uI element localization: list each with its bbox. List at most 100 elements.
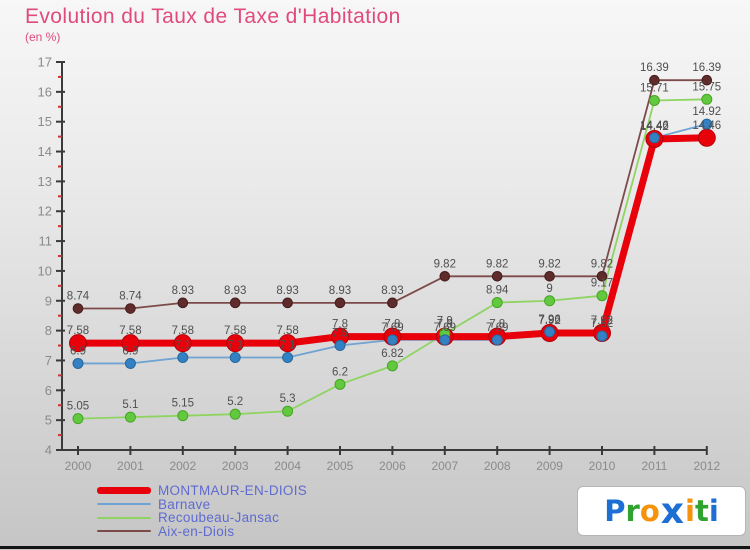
data-label-recoubeau-jansac-2009: 9 [546,283,552,295]
data-point-recoubeau-jansac-2004 [282,405,294,417]
series-line-aix-en-diois [77,79,708,310]
data-point-barnave-2005 [334,340,346,352]
y-tick-label: 9 [45,293,52,308]
data-label-aix-en-diois-2000: 8.74 [67,291,90,303]
data-point-montmaur-en-diois-2001 [121,334,140,353]
data-point-aix-en-diois-2010 [596,270,608,282]
data-label-aix-en-diois-2003: 8.93 [224,285,246,297]
data-point-recoubeau-jansac-2009 [544,295,556,307]
y-tick-label: 14 [38,144,52,159]
data-label-aix-en-diois-2008: 9.82 [486,258,508,270]
data-label-montmaur-en-diois-2000: 7.58 [67,325,89,337]
data-point-aix-en-diois-2008 [491,270,503,282]
data-label-recoubeau-jansac-2008: 8.94 [486,285,509,297]
data-label-recoubeau-jansac-2010: 9.17 [591,278,613,290]
page-title: Evolution du Taux de Taxe d'Habitation [25,5,401,28]
legend-item-recoubeau: Recoubeau-Jansac [97,510,307,525]
x-tick-label: 2009 [536,459,563,473]
data-label-barnave-2007: 7.69 [434,322,456,334]
data-point-aix-en-diois-2003 [229,297,241,309]
legend-swatch-aix [97,530,151,533]
data-label-montmaur-en-diois-2009: 7.92 [538,315,560,327]
data-label-aix-en-diois-2009: 9.82 [538,258,560,270]
x-tick-label: 2011 [641,459,667,473]
data-label-aix-en-diois-2007: 9.82 [434,258,456,270]
data-point-aix-en-diois-2011 [649,74,660,86]
data-point-recoubeau-jansac-2002 [177,410,189,422]
y-tick-label: 8 [45,323,52,338]
data-point-barnave-2000 [72,357,84,369]
data-label-barnave-2008: 7.69 [486,322,508,334]
data-label-barnave-2001: 6.9 [122,345,138,357]
data-point-barnave-2012 [701,118,713,130]
bottom-border [0,546,750,549]
logo-letter-0: P [604,493,626,528]
data-point-aix-en-diois-2007 [439,270,451,282]
data-label-recoubeau-jansac-2001: 5.1 [122,399,138,411]
data-label-aix-en-diois-2011: 16.39 [640,62,669,74]
data-label-aix-en-diois-2005: 8.93 [329,285,351,297]
logo-letter-5: t [694,493,709,528]
y-tick-label: 16 [38,84,52,99]
data-label-montmaur-en-diois-2002: 7.58 [172,325,194,337]
tax-rate-line-chart: 4 5 6 7 8 9 10 11 12 13 14 15 16 17 2000 2001 2002 2003 20… [38,55,722,474]
x-tick-label: 2008 [484,459,511,473]
data-point-aix-en-diois-2012 [701,74,713,86]
data-label-aix-en-diois-2012: 16.39 [692,62,721,74]
data-label-aix-en-diois-2002: 8.93 [172,285,194,297]
data-label-montmaur-en-diois-2003: 7.58 [224,325,246,337]
legend-label-aix: Aix-en-Diois [158,523,235,539]
data-point-barnave-2007 [439,334,451,346]
data-label-montmaur-en-diois-2007: 7.8 [437,319,453,331]
data-point-montmaur-en-diois-2004 [278,334,297,353]
data-point-recoubeau-jansac-2011 [648,95,660,107]
data-label-montmaur-en-diois-2004: 7.58 [276,325,298,337]
data-point-recoubeau-jansac-2003 [229,408,241,420]
data-point-recoubeau-jansac-2006 [386,360,398,372]
chart-header: Evolution du Taux de Taxe d'Habitation (… [25,5,401,44]
data-label-montmaur-en-diois-2005: 7.8 [332,319,348,331]
data-label-barnave-2004: 7.1 [280,339,296,351]
legend-swatch-recoubeau [97,516,151,519]
legend-swatch-barnave [97,503,151,506]
data-point-barnave-2010 [596,330,608,342]
y-tick-label: 12 [38,204,52,219]
data-point-barnave-2001 [124,357,136,369]
data-point-barnave-2006 [386,334,398,346]
data-point-recoubeau-jansac-2001 [124,411,136,423]
data-label-aix-en-diois-2006: 8.93 [381,285,403,297]
x-tick-label: 2001 [117,459,144,473]
data-point-aix-en-diois-2006 [387,297,398,309]
data-label-recoubeau-jansac-2003: 5.2 [227,396,243,408]
x-tick-label: 2004 [274,459,301,473]
data-point-barnave-2011 [648,132,660,144]
legend-item-montmaur: MONTMAUR-EN-DIOIS [97,483,307,498]
data-label-recoubeau-jansac-2005: 6.2 [332,366,348,378]
data-label-barnave-2012: 14.92 [692,106,721,118]
data-point-recoubeau-jansac-2008 [491,297,503,309]
data-label-barnave-2003: 7.1 [227,339,243,351]
x-tick-label: 2006 [379,459,406,473]
y-tick-label: 17 [38,55,52,70]
y-tick-label: 13 [38,174,52,189]
x-tick-label: 2000 [65,459,92,473]
x-tick-label: 2010 [589,459,616,473]
data-label-barnave-2005: 7.5 [332,328,348,340]
data-label-montmaur-en-diois-2010: 7.92 [591,315,613,327]
x-tick-label: 2002 [169,459,196,473]
data-label-barnave-2011: 14.46 [640,120,669,132]
x-tick-label: 2007 [431,459,458,473]
data-label-recoubeau-jansac-2000: 5.05 [67,401,89,413]
data-label-recoubeau-jansac-2007: 7.9 [437,316,453,328]
data-label-recoubeau-jansac-2011: 15.71 [640,83,669,95]
y-tick-label: 6 [45,383,52,398]
data-point-barnave-2003 [229,351,241,363]
chart-legend: MONTMAUR-EN-DIOIS Barnave Recoubeau-Jans… [97,483,307,539]
data-point-aix-en-diois-2009 [544,270,555,282]
data-point-recoubeau-jansac-2005 [334,378,346,390]
data-point-montmaur-en-diois-2012 [697,128,716,147]
data-label-aix-en-diois-2001: 8.74 [119,291,142,303]
data-point-barnave-2002 [177,351,189,363]
data-label-aix-en-diois-2004: 8.93 [276,285,298,297]
